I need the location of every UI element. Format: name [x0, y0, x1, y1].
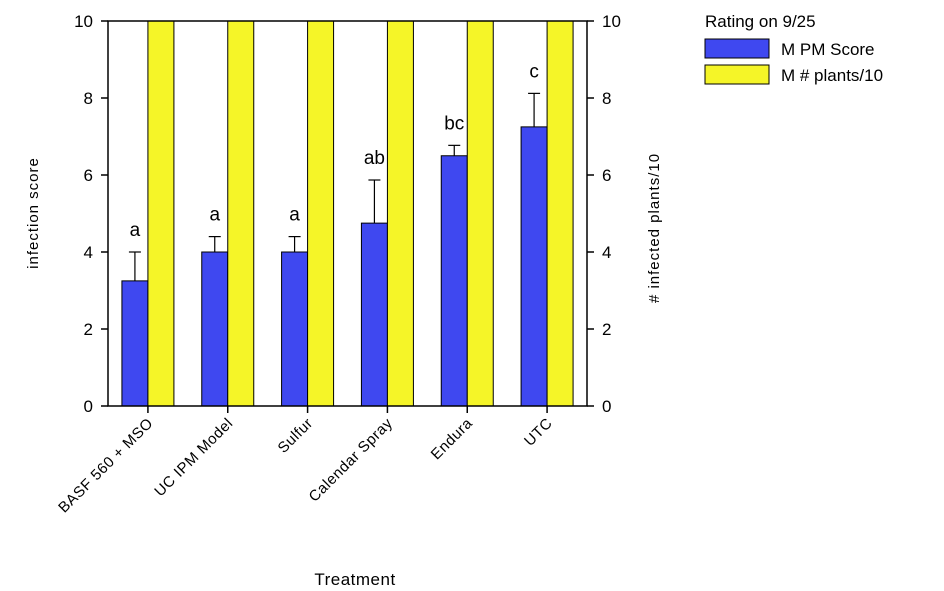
bar-plants-4	[466, 20, 494, 407]
legend-swatch-0	[704, 38, 770, 59]
significance-label-1: a	[209, 205, 220, 226]
bar-plants-5	[546, 20, 574, 407]
right-tick-label-5: 10	[602, 12, 621, 31]
bar-pm-score-4	[440, 155, 468, 407]
left-tick-label-4: 8	[84, 89, 93, 108]
bar-plants-3	[386, 20, 414, 407]
x-axis-title: Treatment	[314, 570, 395, 589]
left-tick-label-0: 0	[84, 397, 93, 416]
y-axis-title: infection score	[25, 157, 42, 269]
legend: Rating on 9/25 M PM Score M # plants/10	[704, 12, 883, 85]
x-tick-label-1: UC IPM Model	[151, 415, 236, 500]
x-tick-label-2: Sulfur	[275, 415, 317, 457]
y2-axis-title: # infected plants/10	[646, 153, 663, 303]
significance-label-3: ab	[364, 148, 385, 169]
x-tick-label-5: UTC	[521, 415, 556, 450]
right-tick-label-0: 0	[602, 397, 611, 416]
legend-label-0: M PM Score	[781, 40, 875, 59]
bar-pm-score-5	[520, 126, 548, 407]
left-tick-label-5: 10	[74, 12, 93, 31]
right-tick-label-1: 2	[602, 320, 611, 339]
bar-plants-0	[147, 20, 175, 407]
left-tick-label-2: 4	[84, 243, 93, 262]
legend-label-1: M # plants/10	[781, 66, 883, 85]
legend-title: Rating on 9/25	[705, 12, 816, 31]
legend-swatch-1	[704, 64, 770, 85]
left-tick-label-1: 2	[84, 320, 93, 339]
significance-labels-layer: a a a ab bc c	[130, 61, 539, 241]
right-axis: 0 2 4 6 8 10	[587, 12, 621, 416]
legend-items: M PM Score M # plants/10	[704, 38, 883, 85]
bar-plants-1	[227, 20, 255, 407]
plot-frame	[107, 20, 588, 407]
bar-pm-score-1	[201, 251, 229, 407]
significance-label-2: a	[289, 205, 300, 226]
bar-pm-score-3	[360, 222, 388, 407]
bars-layer	[121, 20, 574, 407]
error-bars-layer	[128, 92, 541, 281]
x-tick-label-0: BASF 560 + MSO	[55, 415, 157, 517]
bar-pm-score-0	[121, 280, 149, 407]
right-tick-label-3: 6	[602, 166, 611, 185]
x-tick-label-4: Endura	[428, 415, 476, 463]
bar-plants-2	[307, 20, 335, 407]
x-tick-label-3: Calendar Spray	[306, 415, 397, 506]
significance-label-5: c	[529, 61, 539, 82]
bar-pm-score-2	[281, 251, 309, 407]
significance-label-0: a	[130, 220, 141, 241]
right-tick-label-2: 4	[602, 243, 611, 262]
significance-label-4: bc	[444, 113, 464, 134]
right-tick-label-4: 8	[602, 89, 611, 108]
left-tick-label-3: 6	[84, 166, 93, 185]
left-axis: 0 2 4 6 8 10	[74, 12, 108, 416]
